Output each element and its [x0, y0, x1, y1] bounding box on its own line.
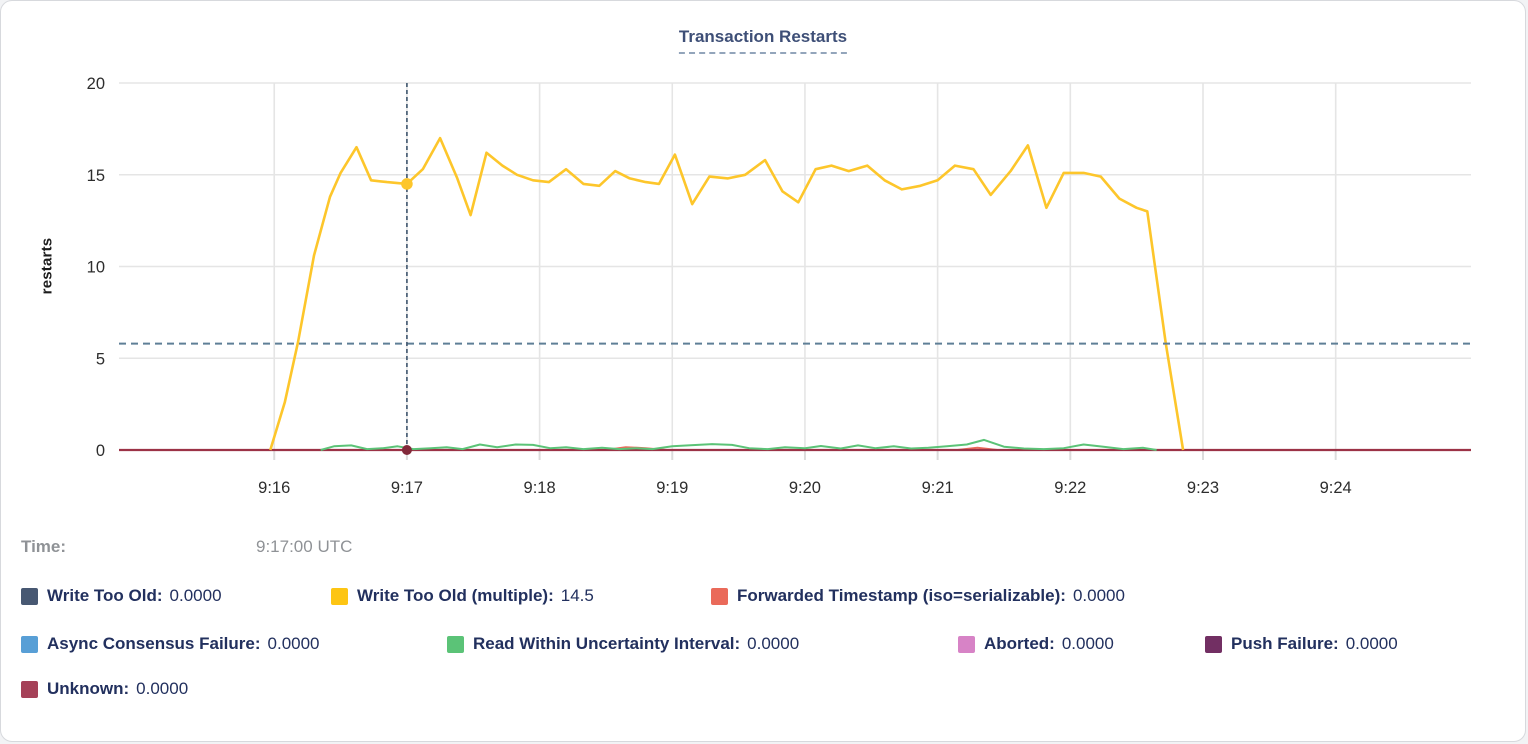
- legend-label: Async Consensus Failure:: [47, 634, 261, 653]
- legend-row: Write Too Old: 0.0000 Write Too Old (multi…: [1, 586, 1525, 616]
- legend-item-async-consensus-failure: Async Consensus Failure: 0.0000: [21, 634, 320, 654]
- x-tick-label: 9:18: [524, 479, 556, 497]
- legend-label: Read Within Uncertainty Interval:: [473, 634, 741, 653]
- legend-label: Write Too Old:: [47, 586, 163, 605]
- time-value: 9:17:00 UTC: [256, 537, 353, 556]
- legend-swatch: [447, 635, 464, 653]
- legend-value: 0.0000: [136, 679, 189, 698]
- legend-value: 0.0000: [747, 634, 800, 653]
- legend-item-aborted: Aborted: 0.0000: [958, 634, 1114, 654]
- legend-swatch: [21, 587, 38, 605]
- legend-item-push-failure: Push Failure: 0.0000: [1205, 634, 1398, 654]
- legend-value: 0.0000: [169, 586, 222, 605]
- legend-swatch: [331, 587, 348, 605]
- hover-point-write-too-old-multiple: [401, 178, 413, 190]
- legend-swatch: [21, 680, 38, 698]
- y-tick-label: 20: [87, 75, 105, 93]
- chart-title[interactable]: Transaction Restarts: [678, 27, 848, 54]
- y-axis-label: restarts: [38, 237, 56, 295]
- legend-row: Unknown: 0.0000: [1, 679, 1525, 709]
- y-tick-label: 10: [87, 259, 105, 277]
- legend-item-write-too-old: Write Too Old: 0.0000: [21, 586, 222, 606]
- legend-item-write-too-old-multiple: Write Too Old (multiple): 14.5: [331, 586, 594, 606]
- x-tick-label: 9:21: [922, 479, 954, 497]
- legend-value: 14.5: [560, 586, 594, 605]
- y-tick-label: 0: [96, 442, 105, 460]
- hover-time-row: Time: 9:17:00 UTC: [21, 537, 352, 557]
- chart-plot-area[interactable]: 9:16 9:17 9:18 9:19 9:20 9:21 9:22 9:23 9:24 0 5 10…: [1, 1, 1525, 521]
- x-tick-label: 9:24: [1320, 479, 1352, 497]
- legend-swatch: [1205, 635, 1222, 653]
- legend-label: Aborted:: [984, 634, 1055, 653]
- legend-label: Push Failure:: [1231, 634, 1339, 653]
- y-tick-label: 15: [87, 167, 105, 185]
- y-tick-label: 5: [96, 350, 105, 368]
- series-line-read-within-uncertainty-interval: [320, 438, 1157, 451]
- legend-item-read-within-uncertainty-interval: Read Within Uncertainty Interval: 0.0000: [447, 634, 799, 654]
- legend-value: 0.0000: [267, 634, 320, 653]
- x-tick-label: 9:16: [258, 479, 290, 497]
- legend-row: Async Consensus Failure: 0.0000 Read Withi…: [1, 634, 1525, 664]
- x-tick-label: 9:23: [1187, 479, 1219, 497]
- x-tick-label: 9:20: [789, 479, 821, 497]
- legend-label: Unknown:: [47, 679, 130, 698]
- legend-value: 0.0000: [1072, 586, 1125, 605]
- transaction-restarts-chart: 9:16 9:17 9:18 9:19 9:20 9:21 9:22 9:23 9:24 0 5 10…: [87, 75, 1471, 497]
- x-tick-label: 9:19: [656, 479, 688, 497]
- legend-item-unknown: Unknown: 0.0000: [21, 679, 188, 699]
- legend-swatch: [711, 587, 728, 605]
- time-label: Time:: [21, 537, 67, 556]
- legend-value: 0.0000: [1345, 634, 1398, 653]
- legend-swatch: [958, 635, 975, 653]
- legend-value: 0.0000: [1061, 634, 1114, 653]
- legend-item-forwarded-timestamp-iso-serializable: Forwarded Timestamp (iso=serializable): 0…: [711, 586, 1125, 606]
- legend-label: Write Too Old (multiple):: [357, 586, 554, 605]
- x-tick-label: 9:17: [391, 479, 423, 497]
- legend-swatch: [21, 635, 38, 653]
- x-tick-label: 9:22: [1054, 479, 1086, 497]
- legend-label: Forwarded Timestamp (iso=serializable):: [737, 586, 1066, 605]
- hover-point-unknown: [401, 445, 412, 455]
